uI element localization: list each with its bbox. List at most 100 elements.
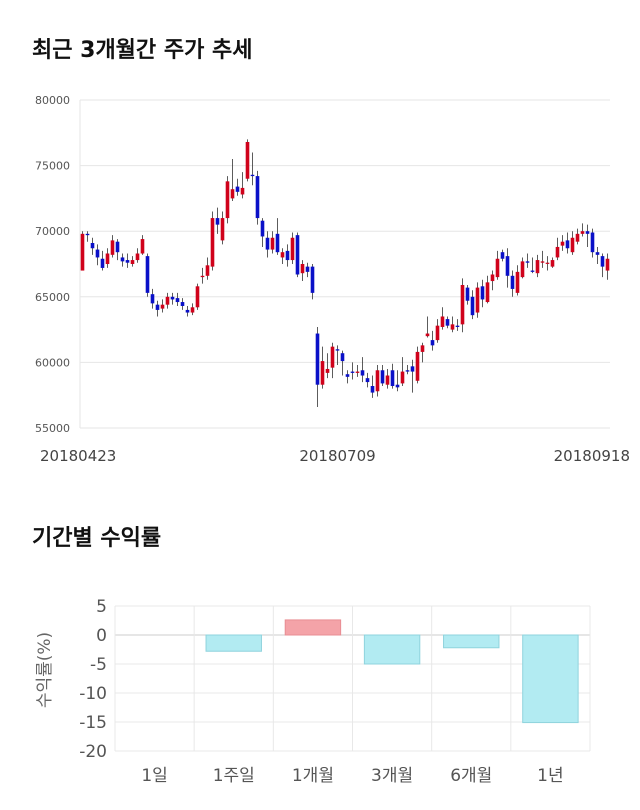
candle-body — [265, 237, 270, 250]
candle-body — [370, 386, 375, 393]
candle — [310, 264, 315, 300]
candle-body — [585, 231, 590, 234]
candle — [265, 231, 270, 258]
candle-body — [185, 309, 190, 313]
candle-body — [200, 275, 205, 278]
returns-chart-y-label: 수익률(%) — [35, 632, 55, 708]
candle-body — [105, 253, 110, 264]
candle-body — [510, 275, 515, 289]
candle-body — [350, 371, 355, 373]
candle-body — [270, 237, 275, 250]
candle-body — [390, 370, 395, 387]
candle — [380, 365, 385, 387]
candle-body — [465, 287, 470, 301]
candle-body — [525, 261, 530, 263]
candle — [90, 237, 95, 255]
candle-body — [320, 361, 325, 385]
candle — [490, 270, 495, 291]
y-tick-label: 0 — [96, 626, 107, 646]
candle — [575, 228, 580, 245]
candle-body — [600, 256, 605, 267]
candle-body — [80, 233, 85, 271]
candle-body — [410, 366, 415, 372]
candle — [555, 237, 560, 261]
candle-body — [515, 271, 520, 293]
candle-body — [290, 237, 295, 261]
candle — [370, 375, 375, 398]
y-tick-label: 60000 — [35, 356, 70, 369]
candle-body — [360, 370, 365, 376]
candle — [325, 353, 330, 379]
candle-body — [335, 349, 340, 351]
candle-body — [100, 258, 105, 268]
candle-body — [420, 345, 425, 352]
candle-body — [240, 187, 245, 195]
candle-body — [205, 265, 210, 276]
candle-body — [250, 174, 255, 177]
candle — [305, 262, 310, 278]
candle-body — [90, 243, 95, 249]
return-bar — [443, 634, 500, 649]
candle — [515, 265, 520, 296]
candle — [285, 244, 290, 267]
candle-body — [160, 304, 165, 309]
candle — [395, 370, 400, 392]
candle-body — [405, 370, 410, 372]
candle — [280, 248, 285, 264]
y-tick-label: -10 — [79, 684, 107, 704]
candle-body — [445, 319, 450, 326]
candle-body — [560, 241, 565, 246]
candle — [215, 207, 220, 234]
candle-body — [190, 307, 195, 313]
candle — [105, 248, 110, 268]
candle — [340, 350, 345, 376]
candle — [365, 372, 370, 388]
candle — [100, 250, 105, 271]
returns-chart-x-axis: 1일 1주일 1개월 3개월 6개월 1년 — [141, 766, 563, 786]
candle — [590, 228, 595, 258]
candle — [170, 292, 175, 305]
candle — [545, 256, 550, 271]
candle — [180, 298, 185, 310]
x-tick-label: 20180918 — [554, 447, 630, 465]
candle-body — [235, 186, 240, 192]
candle-body — [140, 239, 145, 254]
candle — [205, 257, 210, 280]
candle-body — [215, 218, 220, 225]
candle — [560, 235, 565, 251]
x-tick-label: 6개월 — [450, 766, 492, 786]
candle-body — [460, 284, 465, 325]
candle-body — [535, 260, 540, 274]
candle-body — [485, 282, 490, 303]
candle — [505, 248, 510, 288]
candle — [530, 257, 535, 274]
candle-body — [595, 252, 600, 255]
candle-body — [385, 375, 390, 385]
candle-body — [355, 371, 360, 373]
candle — [120, 253, 125, 267]
candle-body — [310, 266, 315, 293]
price-trend-title: 최근 3개월간 주가 추세 — [32, 38, 253, 63]
candle — [335, 345, 340, 366]
candle — [295, 232, 300, 278]
candle — [400, 357, 405, 387]
candle — [110, 235, 115, 258]
candle-body — [135, 253, 140, 261]
candle — [525, 253, 530, 268]
candle — [255, 170, 260, 225]
candle — [455, 319, 460, 331]
candle-body — [260, 220, 265, 237]
returns-chart-bars — [205, 619, 579, 724]
candle-body — [415, 351, 420, 381]
return-bar — [363, 634, 421, 665]
candle-body — [380, 370, 385, 384]
candle — [390, 363, 395, 389]
candle-body — [440, 316, 445, 327]
candle-body — [590, 232, 595, 253]
candle — [130, 256, 135, 267]
candle — [210, 211, 215, 271]
candle-body — [540, 261, 545, 263]
candle-body — [340, 353, 345, 362]
candle — [405, 365, 410, 375]
candle — [500, 249, 505, 262]
